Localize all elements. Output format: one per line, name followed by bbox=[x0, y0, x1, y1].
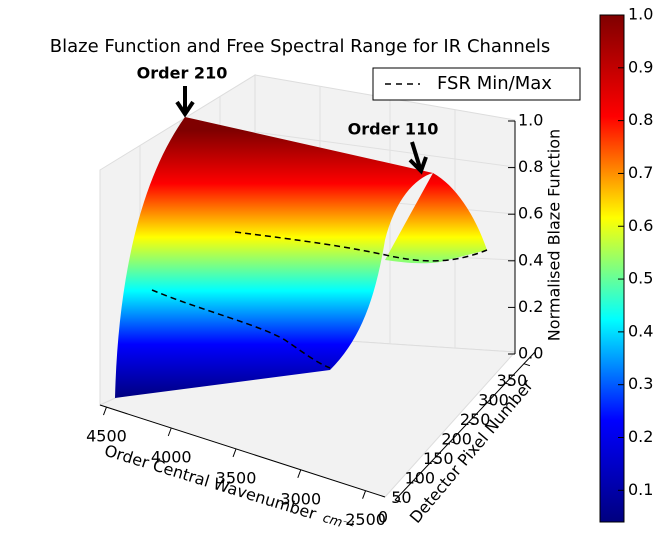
colorbar-tick-label: 0.3 bbox=[628, 374, 653, 393]
y-tick-label: 150 bbox=[423, 449, 454, 468]
z-tick-label: 0.4 bbox=[518, 250, 543, 269]
y-tick bbox=[431, 460, 439, 464]
colorbar-tick-label: 0.5 bbox=[628, 269, 653, 288]
z-tick-label: 0.8 bbox=[518, 157, 543, 176]
legend-label: FSR Min/Max bbox=[437, 73, 552, 94]
z-tick-label: 0.2 bbox=[518, 297, 543, 316]
colorbar-tick-label: 0.8 bbox=[628, 110, 653, 129]
x-tick-label: 3500 bbox=[216, 468, 257, 487]
z-axis-label: Normalised Blaze Function bbox=[545, 129, 564, 341]
y-tick-label: 250 bbox=[460, 410, 491, 429]
colorbar-tick-label: 0.4 bbox=[628, 321, 653, 340]
x-tick-label: 3000 bbox=[280, 489, 321, 508]
annotation-arrow bbox=[175, 86, 195, 118]
colorbar-tick-label: 0.6 bbox=[628, 216, 653, 235]
y-tick-label: 350 bbox=[497, 371, 528, 390]
y-tick-label: 100 bbox=[405, 469, 436, 488]
colorbar-tick-label: 0.1 bbox=[628, 480, 653, 499]
colorbar-tick-label: 0.9 bbox=[628, 57, 653, 76]
y-tick bbox=[413, 480, 420, 484]
y-tick-label: 50 bbox=[391, 488, 411, 507]
x-tick bbox=[167, 427, 172, 437]
x-tick-label: 4000 bbox=[151, 448, 192, 467]
surface-back bbox=[385, 173, 487, 264]
y-tick bbox=[486, 402, 494, 406]
colorbar-tick-label: 0.7 bbox=[628, 163, 653, 182]
surface-front bbox=[115, 117, 433, 398]
z-tick-label: 1.0 bbox=[518, 111, 543, 130]
fsr-line-high bbox=[234, 231, 488, 262]
y-tick-label: 300 bbox=[478, 391, 509, 410]
colorbar bbox=[599, 14, 625, 523]
x-tick bbox=[232, 448, 237, 458]
fsr-line-low bbox=[151, 289, 331, 369]
x-tick-label: 2500 bbox=[345, 510, 386, 529]
chart-title: Blaze Function and Free Spectral Range f… bbox=[50, 36, 551, 57]
z-tick-label: 0.0 bbox=[518, 344, 543, 363]
y-tick bbox=[523, 363, 531, 367]
x-tick bbox=[103, 406, 107, 416]
z-tick-label: 0.6 bbox=[518, 204, 543, 223]
y-axis-line bbox=[394, 351, 536, 501]
y-tick bbox=[450, 441, 457, 445]
y-tick-label: 0 bbox=[378, 508, 388, 527]
y-tick bbox=[468, 421, 475, 425]
colorbar-tick-label: 1.0 bbox=[628, 5, 653, 24]
y-tick bbox=[394, 499, 402, 503]
annotation: Order 210 bbox=[137, 64, 228, 83]
y-tick bbox=[505, 382, 512, 386]
x-axis-line bbox=[99, 404, 386, 498]
x-tick bbox=[297, 469, 302, 478]
x-tick-label: 4500 bbox=[86, 427, 127, 446]
annotation: Order 110 bbox=[348, 120, 439, 139]
colorbar-tick-label: 0.2 bbox=[628, 427, 653, 446]
y-tick-label: 200 bbox=[441, 430, 472, 449]
x-tick bbox=[362, 490, 367, 499]
annotation-arrow bbox=[408, 141, 428, 175]
